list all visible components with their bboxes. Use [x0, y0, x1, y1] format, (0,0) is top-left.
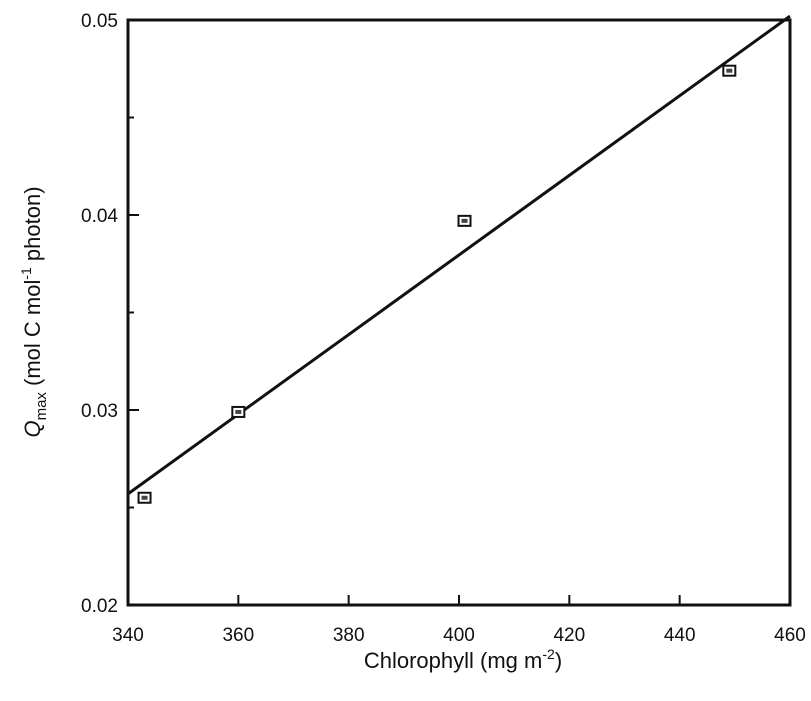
y-axis-ticks: 0.02 0.03 0.04 0.05: [81, 11, 139, 617]
y-tick-label-0.05: 0.05: [81, 11, 118, 32]
x-tick-label-380: 380: [333, 625, 365, 646]
data-point-2: [231, 405, 246, 418]
regression-line: [127, 14, 791, 496]
y-axis-title: Qmax (mol C mol-1 photon): [18, 186, 50, 437]
data-point-4: [722, 64, 737, 77]
x-axis-title: Chlorophyll (mg m-2): [364, 646, 562, 673]
fit-line-group: [127, 14, 791, 496]
x-tick-label-340: 340: [112, 625, 144, 646]
data-points: [137, 64, 737, 504]
x-tick-label-360: 360: [222, 625, 254, 646]
data-point-3: [457, 214, 472, 227]
x-axis-ticks: 340 360 380 400 420 440 460: [112, 595, 806, 646]
y-tick-label-0.04: 0.04: [81, 206, 118, 227]
x-tick-label-460: 460: [774, 625, 806, 646]
data-point-1: [137, 491, 152, 504]
y-tick-label-0.03: 0.03: [81, 401, 118, 422]
data-point-marker-fill: [726, 68, 733, 73]
x-tick-label-420: 420: [553, 625, 585, 646]
x-tick-label-440: 440: [664, 625, 696, 646]
y-tick-label-0.02: 0.02: [81, 596, 118, 617]
data-point-marker-fill: [461, 218, 468, 223]
data-point-marker-fill: [235, 409, 242, 414]
plot-frame: [126, 18, 792, 607]
x-tick-label-400: 400: [443, 625, 475, 646]
data-point-marker-fill: [141, 495, 148, 500]
